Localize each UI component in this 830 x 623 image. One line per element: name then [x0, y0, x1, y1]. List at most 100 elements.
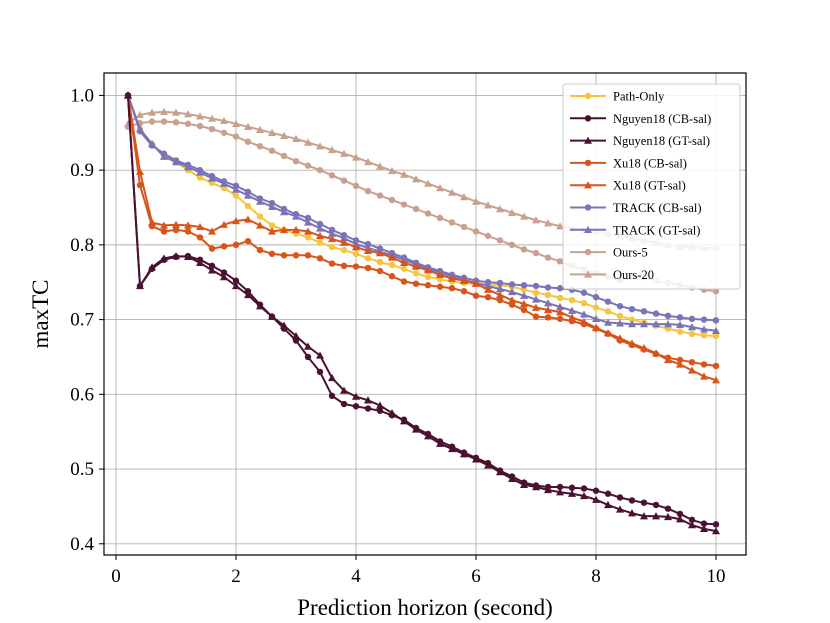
data-point: [592, 325, 600, 332]
x-tick-label: 6: [471, 566, 481, 587]
data-point: [544, 305, 552, 314]
legend-item: Nguyen18 (CB-sal): [570, 112, 711, 126]
data-point: [640, 346, 648, 353]
data-point: [184, 110, 192, 118]
data-point: [532, 482, 540, 489]
data-point: [496, 279, 504, 287]
data-point: [532, 295, 540, 303]
data-point: [556, 308, 564, 316]
data-point: [196, 222, 204, 231]
data-point: [640, 499, 648, 506]
data-point: [352, 237, 360, 244]
legend-item: Path-Only: [570, 90, 665, 104]
data-point: [412, 280, 420, 287]
data-point: [172, 108, 180, 116]
data-point: [364, 255, 372, 262]
data-point: [616, 319, 624, 327]
data-point: [484, 459, 492, 467]
data-point: [340, 246, 348, 254]
data-point: [244, 215, 252, 223]
data-point: [184, 228, 192, 235]
data-point: [448, 274, 456, 282]
data-point: [460, 449, 468, 456]
legend: Path-Only Nguyen18 (CB-sal) Nguyen18 (GT-s…: [562, 83, 741, 290]
data-point: [520, 479, 528, 486]
data-point: [316, 220, 324, 228]
data-point: [520, 299, 528, 308]
data-point: [484, 281, 492, 290]
data-point: [592, 314, 600, 323]
data-point: [172, 226, 180, 234]
series-track-cb-sal: [124, 92, 720, 324]
data-point: [640, 320, 648, 328]
data-point: [568, 484, 576, 491]
data-point: [508, 287, 516, 296]
data-point: [208, 245, 216, 252]
data-point: [664, 512, 672, 521]
y-tick-label: 0.5: [70, 459, 94, 480]
data-point: [484, 285, 492, 293]
data-point: [592, 495, 600, 503]
data-point: [184, 221, 192, 229]
data-point: [232, 277, 240, 284]
legend-item: Ours-20: [570, 268, 654, 282]
data-point: [664, 505, 672, 512]
data-point: [712, 317, 720, 324]
data-point: [340, 149, 348, 157]
data-point: [268, 202, 276, 210]
data-point: [580, 299, 588, 307]
series-nguyen18-cb-sal: [124, 92, 720, 528]
data-point: [676, 328, 684, 335]
data-point: [340, 238, 348, 246]
data-point: [220, 129, 228, 136]
data-point: [688, 330, 696, 338]
data-point: [400, 416, 408, 423]
data-point: [208, 227, 216, 235]
legend-label: TRACK (CB-sal): [613, 201, 702, 215]
legend-label: Nguyen18 (GT-sal): [613, 134, 710, 148]
data-point: [256, 221, 264, 229]
data-point: [208, 266, 216, 274]
data-point: [124, 92, 132, 99]
data-point: [280, 252, 288, 259]
data-point: [484, 279, 492, 286]
data-point: [232, 281, 240, 290]
data-point: [172, 220, 180, 228]
data-point: [388, 412, 396, 419]
data-point: [532, 289, 540, 296]
data-point: [520, 286, 528, 293]
data-point: [496, 296, 504, 304]
data-point: [556, 294, 564, 302]
data-point: [352, 263, 360, 270]
data-point: [556, 258, 564, 265]
plot-frame: [103, 72, 747, 556]
data-point: [376, 162, 384, 170]
data-point: [616, 505, 624, 513]
data-point: [412, 205, 420, 213]
data-point: [448, 443, 456, 450]
data-point: [700, 520, 708, 527]
legend-item: Nguyen18 (GT-sal): [570, 134, 710, 148]
data-point: [448, 285, 456, 292]
data-point: [172, 253, 180, 261]
data-point: [256, 213, 264, 220]
data-point: [232, 185, 240, 193]
data-point: [544, 284, 552, 291]
data-point: [364, 240, 372, 248]
data-point: [400, 258, 408, 267]
legend-marker: [584, 115, 592, 122]
y-tick-label: 0.7: [70, 310, 94, 331]
data-point: [220, 220, 228, 228]
data-point: [424, 282, 432, 289]
data-point: [304, 138, 312, 146]
data-point: [340, 262, 348, 269]
data-point: [472, 228, 480, 235]
data-point: [712, 326, 720, 335]
data-point: [712, 332, 720, 340]
y-tick-label: 0.4: [70, 534, 94, 555]
y-tick-label: 1.0: [70, 85, 94, 106]
data-point: [400, 254, 408, 261]
data-point: [676, 510, 684, 518]
data-point: [280, 152, 288, 160]
data-point: [664, 354, 672, 361]
